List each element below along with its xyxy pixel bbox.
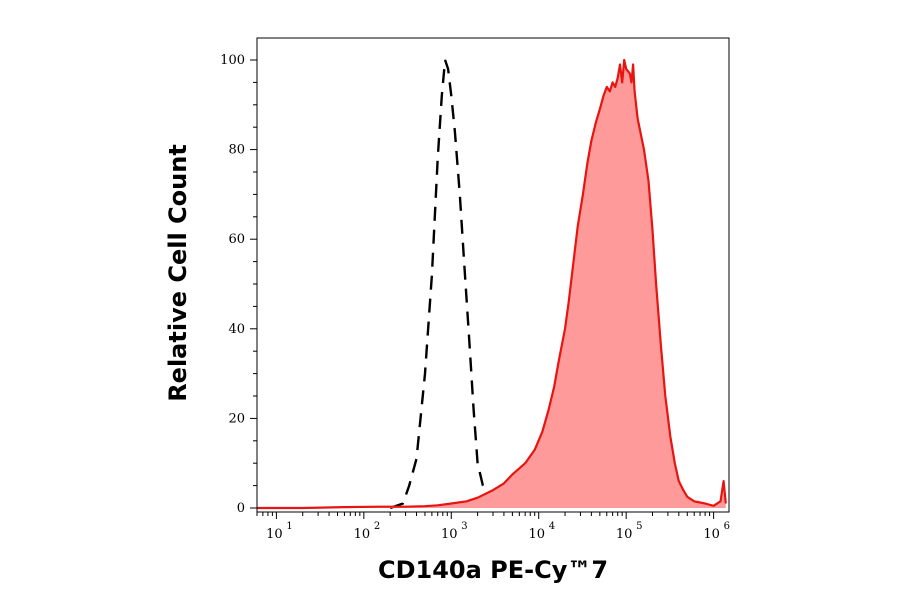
x-tick-label: 10 (703, 527, 720, 542)
x-tick-exponent: 3 (461, 521, 467, 532)
plot-series (257, 58, 727, 510)
x-tick-label: 10 (266, 527, 283, 542)
y-tick-label: 80 (228, 143, 245, 158)
histogram-dashed-outline-0 (389, 59, 505, 510)
x-axis-title: CD140a PE-Cy™7 (378, 556, 608, 584)
histogram-outline-1 (257, 58, 727, 510)
y-tick-label: 0 (237, 501, 245, 516)
x-tick-label: 10 (354, 527, 371, 542)
histogram-fill-1 (257, 60, 726, 508)
x-tick-exponent: 2 (374, 521, 380, 532)
x-tick-exponent: 6 (724, 521, 730, 532)
x-tick-label: 10 (441, 527, 458, 542)
x-tick-label: 10 (528, 527, 545, 542)
y-tick-label: 40 (228, 322, 245, 337)
y-tick-label: 60 (228, 232, 245, 247)
y-axis: 0 20 40 60 80 100 (220, 53, 257, 516)
x-tick-exponent: 1 (286, 521, 292, 532)
x-tick-exponent: 5 (636, 521, 642, 532)
x-tick-exponent: 4 (549, 521, 555, 532)
y-axis-title: Relative Cell Count (164, 144, 192, 402)
x-tick-label: 10 (616, 527, 633, 542)
y-tick-label: 20 (228, 411, 245, 426)
y-tick-label: 100 (220, 53, 245, 68)
